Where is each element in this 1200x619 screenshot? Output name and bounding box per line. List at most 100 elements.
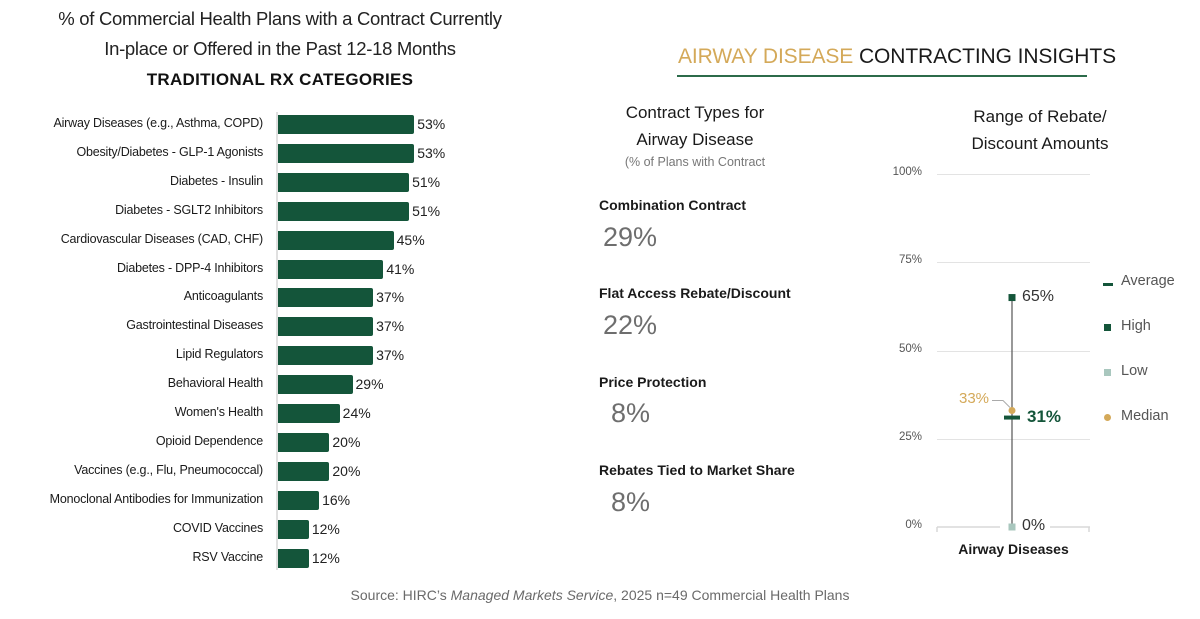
bar-category-label: Diabetes - Insulin (170, 173, 263, 188)
bar-category-label: Lipid Regulators (175, 347, 263, 362)
insights-title-rest: CONTRACTING INSIGHTS (858, 45, 1116, 68)
bar-value-label: 29% (355, 376, 384, 393)
gridline (937, 262, 1090, 264)
bar-category-label: Diabetes - DPP-4 Inhibitors (116, 260, 263, 275)
y-tick-label: 50% (898, 342, 922, 355)
range-x-label: Airway Diseases (958, 541, 1069, 557)
source-prefix: Source: HIRC’s (350, 587, 451, 603)
median-leader-line (992, 400, 1011, 408)
bar (278, 288, 374, 308)
bar-category-label: Gastrointestinal Diseases (126, 318, 263, 333)
bar (278, 461, 330, 481)
bar (278, 375, 353, 395)
legend-label: Median (1121, 408, 1169, 424)
low-value-label: 0% (1022, 517, 1048, 535)
bar-category-label: COVID Vaccines (172, 520, 263, 535)
bar (278, 346, 374, 366)
bar-value-label: 53% (417, 144, 446, 161)
bar (278, 317, 374, 337)
bar-value-label: 24% (342, 405, 371, 421)
bar-category-label: Obesity/Diabetes - GLP-1 Agonists (76, 144, 263, 159)
average-marker (1004, 415, 1020, 420)
legend-label: High (1121, 318, 1151, 334)
bar-value-label: 37% (376, 318, 405, 335)
bar-category-label: Cardiovascular Diseases (CAD, CHF) (60, 231, 263, 246)
source-note: Source: HIRC’s Managed Markets Service, … (0, 587, 1200, 603)
high-value-label: 65% (1022, 287, 1055, 305)
range-chart-title-1: Range of Rebate/ (973, 107, 1107, 126)
source-italic: Managed Markets Service (450, 587, 614, 603)
median-value-label: 33% (959, 389, 990, 407)
y-tick-label: 25% (898, 430, 922, 443)
bar-category-label: RSV Vaccine (192, 549, 263, 564)
bar-category-label: Behavioral Health (167, 376, 263, 391)
contract-type-value: 29% (603, 222, 658, 252)
bar (278, 548, 309, 568)
legend-label: Average (1121, 273, 1175, 289)
contract-type-label: Price Protection (599, 374, 707, 390)
bar-value-label: 20% (332, 462, 361, 479)
insights-title: AIRWAY DISEASE CONTRACTING INSIGHTS (678, 45, 1116, 69)
gridline (937, 438, 1090, 440)
high-marker (1008, 294, 1016, 302)
contract-type-value: 8% (611, 398, 651, 428)
contract-type-label: Rebates Tied to Market Share (599, 462, 795, 478)
legend-label: Low (1121, 363, 1148, 379)
legend-dash-icon (1103, 283, 1113, 286)
y-tick-label: 75% (898, 254, 922, 267)
insights-title-highlight: AIRWAY DISEASE (678, 45, 854, 68)
bar-value-label: 16% (322, 491, 351, 508)
insights-divider (677, 75, 1087, 77)
chart-title-line-2: In-place or Offered in the Past 12-18 Mo… (104, 38, 456, 59)
contract-types-heading-1: Contract Types for (625, 103, 765, 122)
chart-title-line-1: % of Commercial Health Plans with a Cont… (58, 8, 502, 29)
average-value-label: 31% (1027, 406, 1062, 426)
bar-category-label: Women's Health (174, 405, 263, 419)
contract-type-label: Flat Access Rebate/Discount (599, 285, 791, 301)
bar-value-label: 51% (412, 202, 441, 219)
contract-type-value: 8% (611, 487, 651, 517)
y-tick-label: 0% (905, 519, 922, 531)
bar-value-label: 12% (311, 549, 340, 566)
bar-category-label: Airway Diseases (e.g., Asthma, COPD) (53, 116, 263, 130)
contract-types-subheading: (% of Plans with Contract (624, 155, 766, 169)
bar (278, 143, 415, 163)
bar (278, 490, 320, 510)
bar (278, 519, 309, 539)
chart-subtitle: TRADITIONAL RX CATEGORIES (146, 70, 414, 89)
bar (278, 432, 330, 452)
bar-chart-axis (276, 112, 278, 570)
legend-circle-icon (1104, 414, 1111, 421)
low-marker (1008, 523, 1016, 531)
gridline (937, 350, 1090, 352)
bar-value-label: 37% (376, 289, 405, 306)
bar-category-label: Anticoagulants (183, 289, 263, 304)
bar-value-label: 20% (332, 433, 361, 450)
contract-types-heading-2: Airway Disease (636, 130, 754, 149)
bar-value-label: 41% (386, 260, 415, 277)
legend-square-icon (1104, 324, 1111, 331)
source-suffix: , 2025 n=49 Commercial Health Plans (613, 587, 850, 603)
bar-value-label: 12% (311, 520, 340, 537)
contract-type-value: 22% (603, 310, 658, 340)
range-chart-title-2: Discount Amounts (971, 134, 1109, 153)
bar (278, 201, 410, 221)
bar-value-label: 45% (396, 231, 425, 248)
bar-value-label: 37% (376, 347, 405, 364)
y-tick-label: 100% (892, 166, 922, 178)
bar-value-label: 53% (417, 116, 446, 132)
bar-category-label: Monoclonal Antibodies for Immunization (49, 491, 264, 506)
bar-value-label: 51% (412, 173, 441, 190)
median-marker (1008, 407, 1016, 415)
bar-category-label: Diabetes - SGLT2 Inhibitors (115, 202, 263, 217)
bar (278, 230, 394, 250)
legend-square-icon (1104, 369, 1111, 376)
bar (278, 404, 340, 423)
bar-category-label: Vaccines (e.g., Flu, Pneumococcal) (74, 462, 263, 477)
bar (278, 115, 415, 134)
gridline (937, 174, 1090, 175)
bar (278, 259, 384, 279)
bar (278, 172, 410, 192)
contract-type-label: Combination Contract (599, 197, 746, 213)
